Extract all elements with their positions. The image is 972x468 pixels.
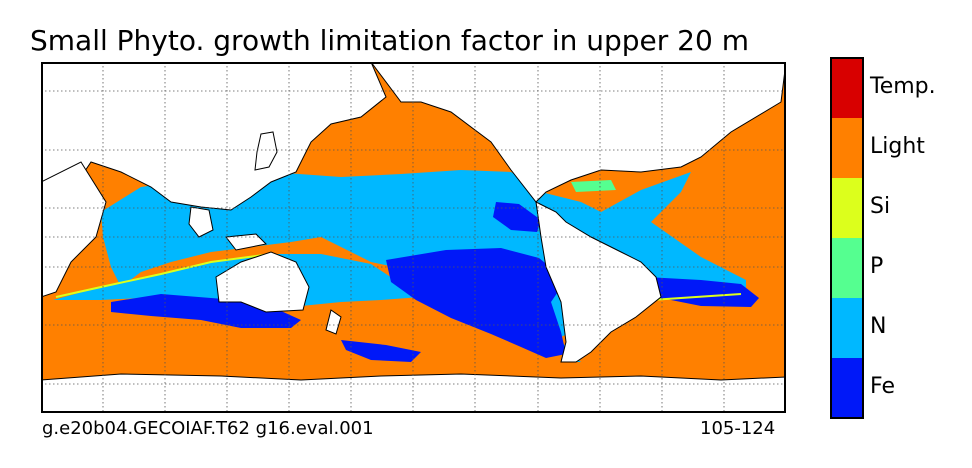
region-si: [55, 253, 742, 301]
colorbar: [830, 57, 864, 419]
colorbar-swatch-si: [831, 178, 863, 238]
colorbar-frame: [830, 57, 864, 419]
colorbar-swatch-temp: [831, 58, 863, 118]
gridlines: [41, 62, 786, 413]
colorbar-swatch-n: [831, 298, 863, 358]
map-frame: [41, 62, 786, 413]
run-label: g.e20b04.GECOIAF.T62 g16.eval.001: [42, 418, 374, 439]
colorbar-label: Si: [870, 194, 891, 219]
map-plot: [41, 62, 786, 413]
colorbar-swatch-p: [831, 238, 863, 298]
region-fe: [111, 202, 759, 362]
colorbar-label: Temp.: [870, 74, 936, 99]
region-p: [571, 180, 616, 192]
colorbar-label: Fe: [870, 374, 895, 399]
colorbar-label: P: [870, 254, 884, 279]
colorbar-label: Light: [870, 134, 925, 159]
colorbar-label: N: [870, 314, 887, 339]
colorbar-swatch-light: [831, 118, 863, 178]
colorbar-swatch-fe: [831, 358, 863, 418]
years-label: 105-124: [700, 418, 776, 439]
chart-title: Small Phyto. growth limitation factor in…: [30, 24, 749, 57]
